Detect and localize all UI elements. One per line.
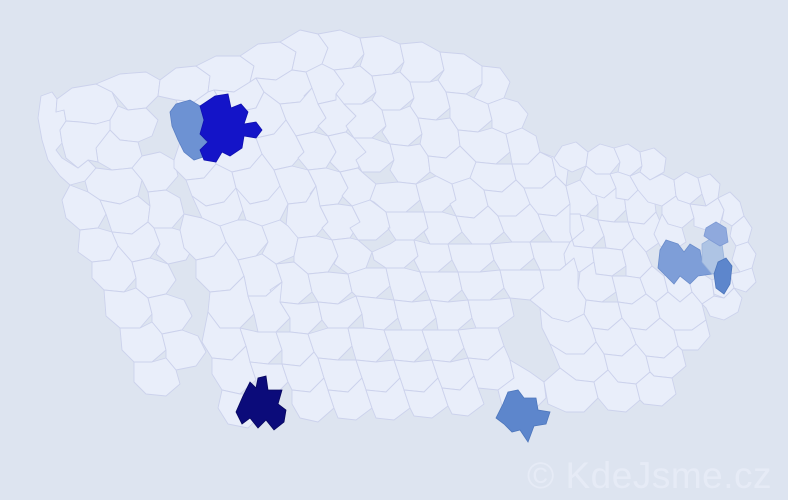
district[interactable] xyxy=(591,247,627,277)
district[interactable] xyxy=(133,357,181,397)
district[interactable] xyxy=(613,143,643,177)
district[interactable] xyxy=(355,295,399,331)
district[interactable] xyxy=(381,105,423,147)
highlight-region-southeast-moravia[interactable] xyxy=(495,389,551,443)
district[interactable] xyxy=(347,267,391,299)
district[interactable] xyxy=(279,301,323,335)
district[interactable] xyxy=(385,267,427,303)
highlight-region-south-bohemia-navy[interactable] xyxy=(235,375,287,431)
district[interactable] xyxy=(353,137,395,173)
highlight-region-northwest-dark[interactable] xyxy=(199,93,263,163)
district[interactable] xyxy=(731,241,757,273)
district[interactable] xyxy=(385,211,429,241)
district[interactable] xyxy=(307,271,353,305)
district[interactable] xyxy=(347,327,391,363)
district[interactable] xyxy=(59,119,111,169)
district[interactable] xyxy=(333,65,377,105)
district[interactable] xyxy=(457,269,505,301)
district[interactable] xyxy=(421,329,465,363)
district[interactable] xyxy=(371,71,415,111)
district[interactable] xyxy=(343,99,387,139)
district[interactable] xyxy=(383,329,429,363)
district-layer xyxy=(37,29,757,443)
district[interactable] xyxy=(701,287,743,321)
district[interactable] xyxy=(673,171,703,205)
district[interactable] xyxy=(359,35,405,77)
district[interactable] xyxy=(447,243,495,273)
district[interactable] xyxy=(441,375,485,417)
district[interactable] xyxy=(409,79,451,121)
district[interactable] xyxy=(429,299,473,331)
district[interactable] xyxy=(413,239,453,273)
district[interactable] xyxy=(635,371,677,407)
watermark: © KdeJsme.cz xyxy=(527,457,772,494)
district[interactable] xyxy=(419,271,463,303)
district[interactable] xyxy=(147,189,185,229)
district[interactable] xyxy=(393,299,437,331)
district[interactable] xyxy=(399,41,445,83)
district[interactable] xyxy=(609,171,639,201)
district[interactable] xyxy=(579,165,617,199)
district[interactable] xyxy=(371,239,419,269)
district[interactable] xyxy=(437,51,483,95)
district[interactable] xyxy=(489,241,535,271)
highlight-region-silesia-pale-upper[interactable] xyxy=(703,221,729,247)
district[interactable] xyxy=(161,329,207,371)
district[interactable] xyxy=(445,91,493,133)
district[interactable] xyxy=(467,297,515,329)
watermark-text: © KdeJsme.cz xyxy=(526,455,772,496)
district[interactable] xyxy=(415,175,457,213)
district[interactable] xyxy=(389,143,431,185)
highlight-region-silesia-karvina[interactable] xyxy=(713,257,733,295)
district[interactable] xyxy=(317,295,363,329)
district[interactable] xyxy=(349,199,391,241)
